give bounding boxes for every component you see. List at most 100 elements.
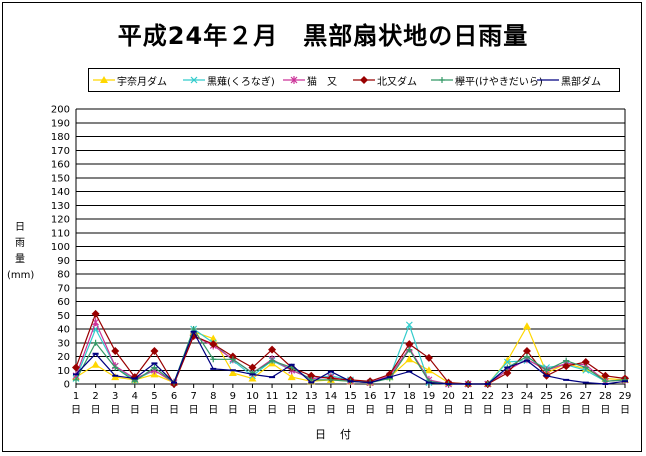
data-point — [248, 363, 257, 372]
y-tick-label: 80 — [57, 270, 70, 281]
y-axis-label-unit: (mm) — [7, 270, 35, 281]
data-point — [91, 360, 100, 368]
x-tick-label: 5 — [151, 391, 157, 402]
y-tick-label: 190 — [51, 118, 70, 129]
data-point — [405, 321, 413, 329]
data-point — [522, 347, 531, 355]
data-point — [112, 364, 119, 371]
y-axis-label-char: 量 — [15, 254, 25, 265]
x-tick-suffix: 日 — [267, 405, 277, 416]
data-point — [582, 364, 589, 371]
data-point — [581, 358, 590, 366]
x-tick-suffix: 日 — [91, 405, 101, 416]
data-point — [287, 373, 296, 381]
legend-label: 黒部ダム — [561, 76, 601, 88]
x-tick-suffix: 日 — [463, 405, 473, 416]
data-point — [543, 367, 550, 374]
legend-swatch — [283, 76, 305, 84]
x-tick-label: 24 — [521, 391, 534, 402]
y-tick-label: 110 — [51, 228, 70, 239]
x-tick-suffix: 日 — [424, 405, 434, 416]
x-tick-suffix: 日 — [208, 405, 218, 416]
x-tick-suffix: 日 — [385, 405, 395, 416]
legend-swatch — [353, 76, 375, 84]
y-tick-label: 170 — [51, 146, 70, 157]
x-tick-suffix: 日 — [149, 405, 159, 416]
data-point — [406, 346, 413, 353]
legend: 宇奈月ダム 黒薙(くろなぎ) 猫 又 北又ダム 欅平(けやきだいら) 黒部ダム — [88, 68, 620, 92]
x-tick-label: 21 — [462, 391, 475, 402]
data-point — [601, 371, 610, 380]
y-tick-label: 20 — [57, 352, 70, 363]
y-tick-label: 130 — [51, 201, 70, 212]
x-axis-label: 日付 — [315, 428, 365, 441]
x-tick-suffix: 日 — [581, 405, 591, 416]
y-tick-label: 150 — [51, 173, 70, 184]
legend-swatch — [93, 76, 115, 83]
chart-title: 平成24年２月 黒部扇状地の日雨量 — [117, 22, 529, 50]
x-tick-suffix: 日 — [326, 405, 336, 416]
data-point — [405, 355, 414, 363]
data-point — [523, 353, 530, 360]
x-tick-label: 22 — [481, 391, 494, 402]
legend-label: 宇奈月ダム — [117, 76, 167, 88]
x-tick-suffix: 日 — [502, 405, 512, 416]
legend-item: 猫 又 — [281, 69, 337, 91]
data-point — [229, 356, 236, 363]
x-tick-suffix: 日 — [365, 405, 375, 416]
data-point — [150, 347, 159, 355]
y-tick-label: 50 — [57, 311, 70, 322]
x-tick-label: 7 — [190, 391, 196, 402]
x-tick-suffix: 日 — [169, 405, 179, 416]
x-tick-label: 28 — [599, 391, 612, 402]
data-point — [92, 339, 99, 346]
legend-swatch — [537, 79, 559, 81]
x-tick-suffix: 日 — [346, 405, 356, 416]
data-point — [563, 357, 570, 364]
legend-label: 黒薙(くろなぎ) — [207, 76, 275, 88]
legend-item: 宇奈月ダム — [91, 69, 167, 91]
x-tick-suffix: 日 — [228, 405, 238, 416]
x-tick-label: 25 — [540, 391, 553, 402]
legend-swatch — [183, 76, 205, 84]
y-tick-label: 120 — [51, 215, 70, 226]
data-point — [248, 374, 257, 382]
data-point — [209, 340, 218, 349]
y-tick-label: 60 — [57, 297, 70, 308]
x-tick-label: 18 — [403, 391, 416, 402]
y-tick-label: 180 — [51, 132, 70, 143]
x-tick-label: 11 — [266, 391, 279, 402]
y-axis-label: 日雨量 (mm) — [7, 220, 35, 284]
y-axis-label-char: 雨 — [15, 238, 25, 249]
x-tick-label: 19 — [423, 391, 436, 402]
legend-label: 北又ダム — [377, 76, 417, 88]
x-tick-suffix: 日 — [444, 405, 454, 416]
y-tick-label: 70 — [57, 283, 70, 294]
x-tick-label: 16 — [364, 391, 377, 402]
data-point — [228, 369, 237, 376]
x-tick-label: 8 — [210, 391, 216, 402]
x-tick-label: 26 — [560, 391, 573, 402]
x-tick-label: 2 — [92, 391, 98, 402]
series-line — [75, 320, 626, 385]
x-tick-suffix: 日 — [306, 405, 316, 416]
x-tick-label: 23 — [501, 391, 514, 402]
x-tick-label: 14 — [325, 391, 338, 402]
x-tick-suffix: 日 — [247, 405, 257, 416]
x-tick-suffix: 日 — [483, 405, 493, 416]
legend-swatch — [431, 77, 453, 83]
x-tick-suffix: 日 — [600, 405, 610, 416]
legend-item: 欅平(けやきだいら) — [429, 69, 543, 91]
x-tick-label: 1 — [73, 391, 79, 402]
series-line — [75, 324, 626, 385]
x-tick-suffix: 日 — [620, 405, 630, 416]
x-tick-suffix: 日 — [542, 405, 552, 416]
y-tick-label: 160 — [51, 160, 70, 171]
data-point — [562, 362, 571, 371]
data-point — [111, 347, 120, 355]
data-point — [405, 340, 414, 349]
y-tick-label: 140 — [51, 187, 70, 198]
x-tick-label: 4 — [132, 391, 138, 402]
x-tick-label: 10 — [246, 391, 259, 402]
